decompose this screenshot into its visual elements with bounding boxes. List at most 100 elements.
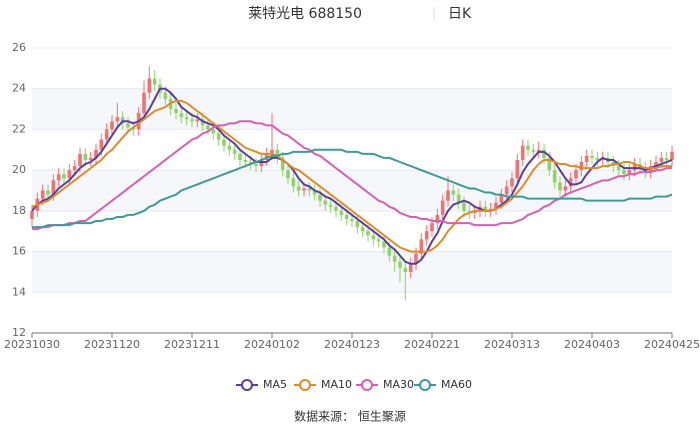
candle	[574, 164, 578, 185]
candle	[419, 233, 424, 260]
candle-body	[190, 119, 194, 122]
candle	[451, 184, 456, 201]
candle-body	[510, 178, 514, 187]
candle-body	[318, 194, 322, 201]
candle	[579, 155, 584, 177]
candle-body	[232, 149, 237, 154]
candle	[291, 172, 296, 193]
source-note: 数据来源： 恒生聚源	[294, 409, 406, 424]
candle-body	[195, 119, 200, 122]
candle-body	[67, 170, 72, 179]
candle-body	[56, 174, 61, 181]
candle-body	[206, 125, 210, 130]
candle-body	[344, 214, 349, 219]
candle-body	[142, 92, 146, 114]
legend-item[interactable]: MA30	[356, 378, 414, 391]
candle-body	[531, 149, 536, 152]
candle	[622, 164, 626, 181]
candle-body	[568, 178, 573, 187]
candle-body	[291, 178, 296, 187]
candle-body	[174, 109, 178, 114]
candle-body	[46, 190, 50, 195]
ma-line	[32, 148, 673, 229]
candle-body	[403, 267, 408, 272]
candle	[568, 172, 573, 193]
candle	[531, 143, 536, 158]
candle	[227, 139, 232, 156]
candle-body	[296, 186, 301, 191]
candle-body	[243, 159, 248, 162]
candle	[174, 102, 178, 120]
y-tick-label: 14	[12, 285, 26, 298]
candle-body	[334, 206, 338, 211]
candle-body	[179, 113, 184, 118]
candle-body	[419, 239, 424, 254]
candle-body	[302, 188, 306, 191]
candle	[536, 141, 541, 158]
x-tick-label: 20240403	[564, 338, 620, 351]
candle-body	[446, 190, 450, 201]
grid-band	[32, 251, 672, 293]
candle-body	[115, 117, 120, 122]
candle-body	[254, 164, 258, 167]
candle	[286, 164, 290, 185]
legend-label: MA5	[263, 378, 287, 391]
candle	[307, 182, 312, 197]
candle-body	[72, 166, 77, 171]
candle-body	[376, 239, 381, 242]
legend-label: MA30	[383, 378, 414, 391]
candle	[270, 113, 274, 160]
candle	[254, 157, 258, 173]
candle-body	[616, 166, 621, 171]
candle-body	[440, 200, 445, 215]
candle	[259, 153, 264, 173]
candle-body	[216, 133, 221, 140]
ma-line	[31, 87, 673, 265]
candle-body	[339, 210, 344, 215]
y-tick-label: 18	[12, 204, 26, 217]
candle	[424, 225, 429, 246]
candle	[627, 164, 632, 181]
candle-body	[270, 149, 274, 154]
legend-marker	[361, 379, 373, 391]
legend-item[interactable]: MA10	[294, 378, 352, 391]
candle-body	[355, 221, 360, 228]
candle-body	[366, 231, 370, 236]
candle-body	[435, 214, 440, 224]
candle-body	[307, 188, 312, 191]
candle-body	[227, 145, 232, 150]
candle-body	[275, 149, 280, 158]
candle-body	[110, 121, 114, 130]
candle-body	[574, 170, 578, 179]
legend-item[interactable]: MA5	[236, 378, 287, 391]
candle-body	[526, 145, 530, 150]
candle-body	[424, 231, 429, 240]
candle	[206, 119, 210, 136]
legend-item[interactable]: MA60	[414, 378, 472, 391]
candle-body	[328, 204, 333, 207]
candle	[152, 70, 157, 91]
candle-body	[504, 186, 509, 195]
x-tick-label: 20231120	[84, 338, 140, 351]
candle-body	[627, 170, 632, 175]
candle-body	[536, 149, 541, 152]
candle	[670, 145, 674, 167]
candle	[440, 194, 445, 222]
candle	[520, 139, 525, 167]
candle-body	[494, 202, 498, 209]
candle-body	[152, 78, 157, 85]
candle-body	[163, 92, 168, 99]
candle-body	[584, 155, 589, 162]
candle	[584, 149, 589, 169]
candle	[88, 151, 93, 167]
candle-body	[430, 223, 434, 232]
candle	[595, 151, 600, 167]
candle-body	[88, 157, 93, 160]
candle	[435, 208, 440, 230]
candle-body	[280, 157, 285, 171]
candle-body	[62, 174, 66, 179]
candle-body	[563, 186, 568, 191]
candle	[494, 196, 498, 215]
candle-body	[590, 155, 594, 158]
